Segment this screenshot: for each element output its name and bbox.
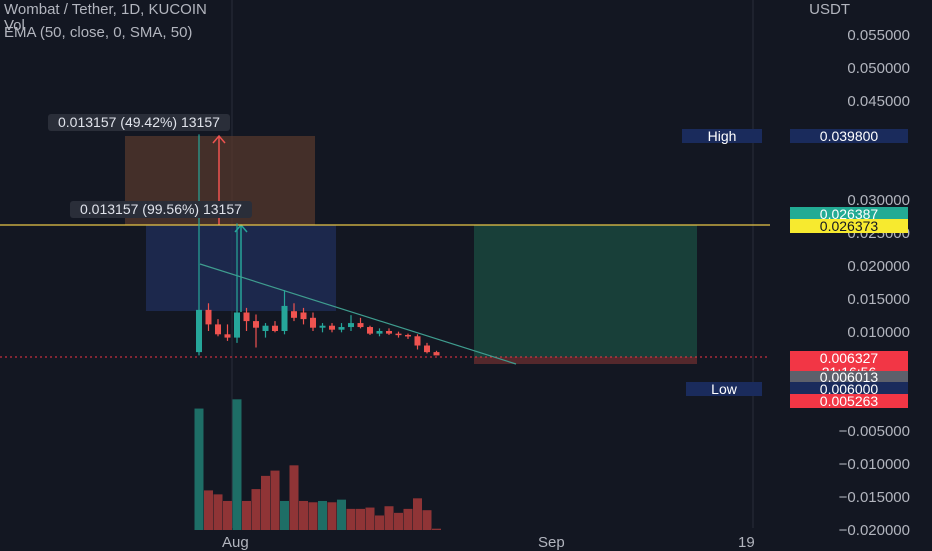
volume-bar <box>204 490 213 530</box>
candle-body <box>414 336 421 346</box>
candle-body <box>291 311 297 318</box>
currency-label: USDT <box>809 1 850 18</box>
volume-bar <box>337 499 346 530</box>
tick-0010: 0.010000 <box>847 324 910 341</box>
long-position-stop[interactable] <box>474 357 697 364</box>
tick-0055: 0.055000 <box>847 27 910 44</box>
volume-bar <box>289 465 299 530</box>
volume-bar <box>432 528 441 530</box>
measure-label-top: 0.013157 (49.42%) 13157 <box>48 114 230 131</box>
last-price-tag: 0.006327 <box>790 351 908 365</box>
candle-body <box>253 321 259 328</box>
candle-body <box>319 325 326 328</box>
measure-arrow-top-head <box>212 134 226 144</box>
candle-body <box>224 334 231 338</box>
measure-label-mid: 0.013157 (99.56%) 13157 <box>70 201 252 218</box>
candle-body <box>338 327 345 330</box>
candle-body <box>205 309 212 325</box>
tick-neg-0005: −0.005000 <box>838 423 910 440</box>
tick-0015: 0.015000 <box>847 291 910 308</box>
low-value-tag: 0.006000 <box>790 382 908 396</box>
volume-bar <box>422 510 432 530</box>
high-value-tag: 0.039800 <box>790 129 908 143</box>
volume-bar <box>346 508 356 530</box>
volume-bar <box>413 498 422 530</box>
candle-body <box>196 309 202 353</box>
volume-bar <box>280 500 289 530</box>
price-chart[interactable] <box>0 0 770 550</box>
candle-body <box>405 334 411 337</box>
long-position-profit[interactable] <box>474 225 697 357</box>
ema-value-tag: 0.026387 <box>790 207 908 221</box>
tick-neg-0020: −0.020000 <box>838 522 910 539</box>
volume-bar <box>375 515 384 530</box>
candles <box>196 134 440 356</box>
volume-bar <box>299 500 308 530</box>
low-label-tag: Low <box>686 382 762 396</box>
candle-body <box>386 331 392 334</box>
candle-body <box>395 333 402 336</box>
time-label-aug: Aug <box>222 534 249 551</box>
candle-body <box>300 312 307 320</box>
volume-legend[interactable]: Vol <box>4 17 25 34</box>
hline-value-tag: 0.026373 <box>790 219 908 233</box>
chart-pane[interactable]: Wombat / Tether, 1D, KUCOIN Vol EMA (50,… <box>0 0 770 551</box>
volume-bar <box>242 500 251 530</box>
trend-line[interactable] <box>199 263 517 365</box>
volume-bar <box>223 500 232 530</box>
tick-0050: 0.050000 <box>847 60 910 77</box>
volume-bar <box>213 494 223 530</box>
volume-bar <box>394 512 403 530</box>
tick-0030: 0.030000 <box>847 192 910 209</box>
candle-body <box>234 312 240 338</box>
candle-body <box>262 325 269 331</box>
prev-close-tag: 0.006013 <box>790 370 908 384</box>
candle-body <box>215 324 221 335</box>
candle-body <box>329 325 335 330</box>
time-label-sep: Sep <box>538 534 565 551</box>
ema-legend[interactable]: EMA (50, close, 0, SMA, 50) <box>4 24 193 41</box>
candle-body <box>310 317 316 328</box>
time-label-19: 19 <box>738 534 755 551</box>
price-axis[interactable]: USDT 0.055000 0.050000 0.045000 0.030000… <box>770 0 932 550</box>
tick-0045: 0.045000 <box>847 93 910 110</box>
tick-neg-0010: −0.010000 <box>838 456 910 473</box>
high-label-tag: High <box>682 129 762 143</box>
volume-bar <box>261 475 270 530</box>
candle-body <box>376 331 383 334</box>
volume-bar <box>327 502 337 530</box>
volume-bar <box>384 506 394 530</box>
symbol-title[interactable]: Wombat / Tether, 1D, KUCOIN <box>4 1 207 18</box>
candle-body <box>281 305 288 331</box>
candle-body <box>424 345 430 353</box>
volume-bar <box>318 500 327 530</box>
candle-body <box>243 312 250 322</box>
volume-bar <box>194 408 204 530</box>
tick-0020: 0.020000 <box>847 258 910 275</box>
candle-body <box>367 327 373 334</box>
candle-body <box>357 323 364 328</box>
tick-neg-0015: −0.015000 <box>838 489 910 506</box>
volume-bar <box>270 470 280 530</box>
candle-body <box>272 325 278 331</box>
volume-bar <box>356 508 365 530</box>
volume-bar <box>251 489 261 530</box>
volume-bar <box>232 399 242 530</box>
volume-bar <box>365 507 375 530</box>
volume-bar <box>308 502 318 530</box>
volume-bar <box>403 508 413 530</box>
candle-body <box>348 323 354 328</box>
volume-bars <box>194 399 441 530</box>
bottom-value-tag: 0.005263 <box>790 394 908 408</box>
candle-body <box>433 352 440 356</box>
